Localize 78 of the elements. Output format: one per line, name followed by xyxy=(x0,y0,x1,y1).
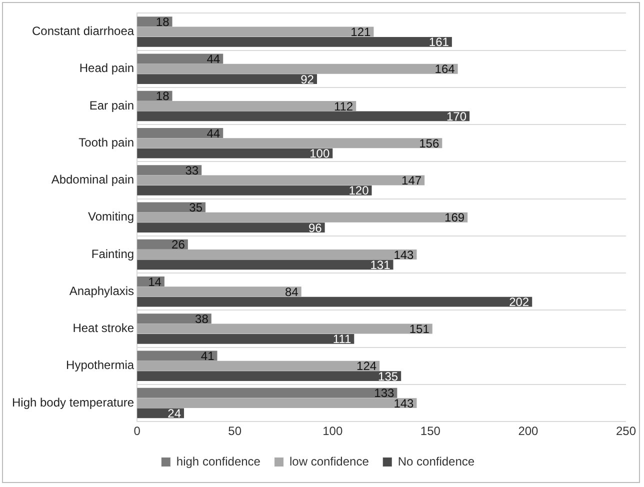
data-label: 18 xyxy=(156,14,170,29)
bar xyxy=(137,388,398,398)
data-label: 120 xyxy=(348,184,370,198)
data-label: 133 xyxy=(374,386,394,400)
bar xyxy=(137,371,402,382)
bar xyxy=(137,334,354,344)
data-label: 33 xyxy=(185,163,199,178)
data-label: 14 xyxy=(148,274,162,289)
y-tick-label: Fainting xyxy=(91,246,134,261)
x-tick-label: 0 xyxy=(134,424,141,438)
bar xyxy=(137,64,458,74)
bar xyxy=(137,128,224,138)
data-label: 38 xyxy=(195,312,209,326)
y-tick-label: Abdominal pain xyxy=(51,172,134,187)
data-label: 35 xyxy=(189,200,203,215)
legend-label: high confidence xyxy=(176,454,261,468)
y-tick-label: Heat stroke xyxy=(72,321,134,336)
bar xyxy=(137,222,325,233)
data-label: 100 xyxy=(310,146,330,161)
bar xyxy=(137,314,212,324)
data-label: 170 xyxy=(446,109,467,124)
data-label: 151 xyxy=(409,322,430,336)
y-tick-label: High body temperature xyxy=(12,395,134,410)
y-tick-label: Anaphylaxis xyxy=(69,284,134,298)
x-tick-label: 200 xyxy=(518,424,539,438)
data-label: 26 xyxy=(172,238,186,252)
data-label: 135 xyxy=(378,369,398,384)
bar xyxy=(137,324,432,334)
bar xyxy=(137,148,333,158)
data-label: 156 xyxy=(419,136,440,150)
data-label: 44 xyxy=(206,52,220,66)
data-label: 143 xyxy=(394,396,414,410)
data-label: 202 xyxy=(509,295,530,310)
y-tick-label: Constant diarrhoea xyxy=(32,24,134,38)
data-label: 161 xyxy=(428,35,450,50)
y-tick-label: Hypothermia xyxy=(66,358,134,372)
data-label: 84 xyxy=(284,284,299,299)
data-label: 112 xyxy=(334,99,354,114)
data-label: 124 xyxy=(356,359,377,374)
bar xyxy=(137,165,202,176)
y-tick-label: Ear pain xyxy=(89,98,134,112)
bar xyxy=(137,286,302,297)
bar xyxy=(137,250,417,260)
data-label: 96 xyxy=(308,220,322,235)
data-label: 111 xyxy=(332,332,352,346)
data-label: 131 xyxy=(370,258,391,272)
data-label: 121 xyxy=(350,25,372,40)
x-tick-label: 100 xyxy=(322,424,343,438)
data-label: 164 xyxy=(434,62,456,76)
bar xyxy=(137,260,394,270)
bar xyxy=(137,185,372,196)
y-tick-label: Vomiting xyxy=(88,210,134,224)
y-tick-label: Head pain xyxy=(79,61,134,76)
data-label: 143 xyxy=(394,248,414,262)
bar xyxy=(137,212,468,222)
x-tick-label: 50 xyxy=(228,424,242,438)
bar xyxy=(137,296,532,307)
data-label: 147 xyxy=(402,174,422,188)
x-tick-label: 150 xyxy=(420,424,441,438)
data-label: 41 xyxy=(200,349,215,364)
data-label: 92 xyxy=(300,72,314,86)
y-tick-label: Tooth pain xyxy=(78,135,134,150)
legend-label: No confidence xyxy=(398,454,475,468)
bar xyxy=(137,111,470,122)
legend-label: low confidence xyxy=(289,454,370,468)
x-tick-label: 250 xyxy=(616,424,636,438)
bar xyxy=(137,101,356,111)
bar xyxy=(137,138,442,148)
bar xyxy=(137,398,417,408)
data-label: 44 xyxy=(206,126,220,140)
bar xyxy=(137,26,374,37)
data-label: 24 xyxy=(168,406,182,420)
bar xyxy=(137,36,452,47)
bar xyxy=(137,360,380,371)
data-label: 18 xyxy=(156,89,170,104)
data-label: 169 xyxy=(444,210,465,225)
bar xyxy=(137,74,317,84)
bar xyxy=(137,175,425,186)
